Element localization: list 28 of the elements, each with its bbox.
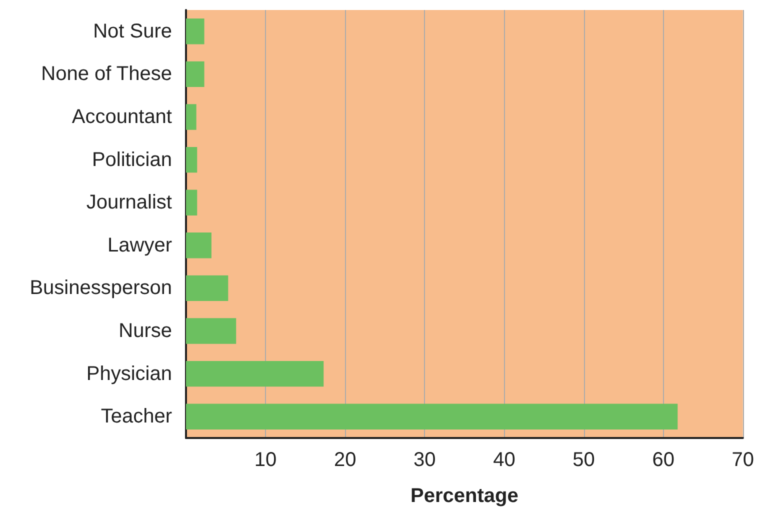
y-tick-label: Physician <box>86 362 172 385</box>
y-tick-label: Politician <box>92 148 172 171</box>
x-axis-title: Percentage <box>410 485 518 507</box>
bar <box>186 18 204 44</box>
x-tick-label: 20 <box>334 449 356 471</box>
bar <box>186 275 228 302</box>
x-tick-label: 30 <box>414 449 436 471</box>
y-tick-label: None of These <box>41 63 172 86</box>
bar <box>186 190 198 216</box>
y-tick-label: Lawyer <box>108 234 172 256</box>
x-tick-label: 50 <box>572 449 595 471</box>
y-tick-label: Journalist <box>86 192 172 214</box>
bar <box>186 146 198 173</box>
bar <box>186 318 236 344</box>
y-tick-label: Nurse <box>118 320 172 342</box>
x-tick-label: 10 <box>254 449 277 471</box>
x-tick-label: 60 <box>652 449 674 471</box>
y-tick-label: Not Sure <box>93 20 172 42</box>
bar <box>186 404 678 430</box>
x-tick-label: 40 <box>493 449 516 471</box>
bar <box>186 61 204 88</box>
bar <box>186 104 196 130</box>
y-tick-label: Accountant <box>72 106 172 128</box>
y-tick-label: Businessperson <box>30 277 172 300</box>
y-tick-label: Teacher <box>100 406 172 428</box>
bar <box>186 360 324 387</box>
x-tick-label: 70 <box>732 449 754 471</box>
bar <box>186 232 212 258</box>
